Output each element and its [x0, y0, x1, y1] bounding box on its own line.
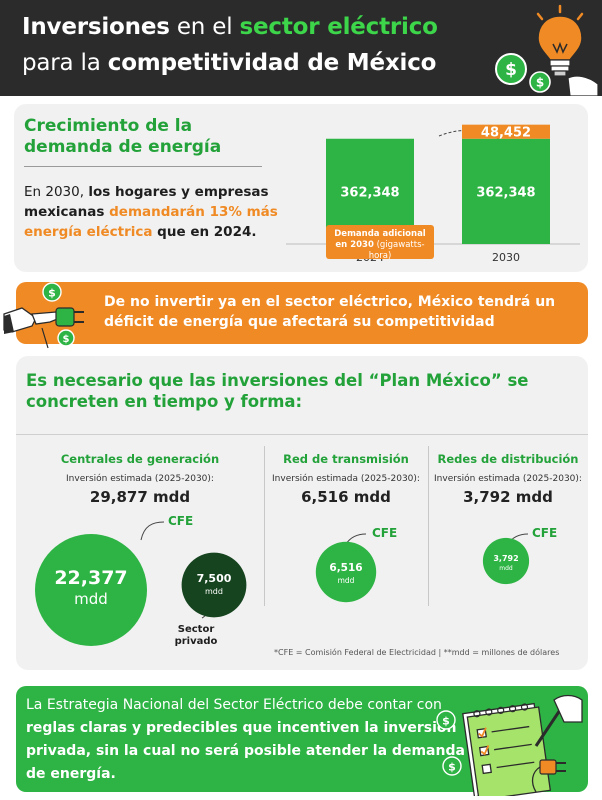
bar-2030-segment-1: [462, 124, 550, 139]
header: Inversiones en el sector eléctrico para …: [0, 0, 602, 96]
transmission-cfe-label: CFE: [372, 526, 398, 540]
distribution-cfe-label: CFE: [532, 526, 558, 540]
distribution-cfe-value: 3,792: [493, 554, 518, 563]
additional-demand-callout: Demanda adicional en 2030 (gigawatts-hor…: [326, 225, 434, 261]
header-title-line2: para la competitividad de México: [22, 50, 437, 76]
conclusion-text: La Estrategia Nacional del Sector Eléctr…: [26, 697, 465, 782]
header-title-line1: Inversiones en el sector eléctrico: [22, 14, 438, 40]
generation-sub: Inversión estimada (2025-2030):: [66, 474, 214, 484]
dollar-coin-icon: $: [495, 53, 527, 85]
demand-card: Crecimiento de la demanda de energía En …: [14, 104, 588, 272]
svg-text:$: $: [63, 334, 70, 345]
demand-description: En 2030, los hogares y empresas mexicana…: [24, 184, 278, 240]
warning-banner: De no invertir ya en el sector eléctrico…: [16, 282, 588, 344]
demand-title: Crecimiento de la demanda de energía: [24, 116, 222, 157]
plan-card: Es necesario que las inversiones del “Pl…: [16, 356, 588, 670]
divider: [24, 166, 262, 167]
private-sector-label: Sector privado: [174, 624, 218, 647]
bar-value-label: 362,348: [476, 185, 535, 200]
generation-private-bubble: [181, 552, 247, 618]
hand-plug-icon: $ $: [3, 282, 84, 349]
bar-2030-segment-0: [462, 138, 550, 244]
notepad-checklist-icon: $ $: [436, 694, 583, 796]
dollar-coin-icon: [436, 710, 456, 730]
investment-bubbles: 22,377 mdd 7,500 mdd 6,516 mdd 3,792 mdd: [35, 521, 530, 646]
generation-cfe-value: 22,377: [54, 567, 127, 589]
distribution-amount: 3,792 mdd: [463, 488, 553, 506]
cfe-connector: [140, 521, 165, 541]
dollar-coin-icon: $: [529, 71, 551, 93]
generation-private-value: 7,500: [197, 572, 232, 585]
distribution-heading: Redes de distribución: [437, 452, 579, 466]
column-separator: [264, 446, 265, 606]
dollar-coin-icon: [442, 756, 462, 776]
generation-cfe-label: CFE: [168, 514, 194, 528]
generation-heading: Centrales de generación: [60, 452, 220, 466]
lightbulb-icon: [536, 4, 599, 96]
plug-icon: [531, 759, 566, 793]
plan-title: Es necesario que las inversiones del “Pl…: [26, 371, 529, 411]
svg-text:$: $: [442, 715, 450, 728]
bar-value-label: 48,452: [481, 126, 531, 141]
svg-text:$: $: [448, 761, 456, 774]
column-separator: [428, 446, 429, 606]
transmission-cfe-unit: mdd: [338, 576, 355, 585]
transmission-sub: Inversión estimada (2025-2030):: [272, 474, 420, 484]
generation-cfe-unit: mdd: [74, 590, 108, 608]
svg-text:$: $: [505, 60, 517, 80]
distribution-cfe-unit: mdd: [499, 565, 513, 572]
distribution-sub: Inversión estimada (2025-2030):: [434, 474, 582, 484]
svg-text:$: $: [536, 76, 544, 90]
generation-private-unit: mdd: [205, 587, 223, 596]
generation-amount: 29,877 mdd: [89, 488, 191, 506]
bar-value-label: 362,348: [340, 185, 399, 200]
transmission-heading: Red de transmisión: [283, 452, 409, 466]
footnote: *CFE = Comisión Federal de Electricidad …: [274, 648, 560, 657]
transmission-cfe-value: 6,516: [329, 562, 362, 574]
generation-cfe-bubble: [35, 534, 147, 646]
divider: [16, 434, 588, 435]
transmission-cfe-bubble: [315, 541, 377, 603]
svg-text:$: $: [48, 287, 56, 300]
warning-text: De no invertir ya en el sector eléctrico…: [104, 294, 556, 330]
x-tick-label: 2030: [492, 251, 520, 264]
transmission-amount: 6,516 mdd: [301, 488, 391, 506]
hand-pen-icon: [534, 694, 583, 747]
distribution-cfe-bubble: [482, 537, 530, 585]
